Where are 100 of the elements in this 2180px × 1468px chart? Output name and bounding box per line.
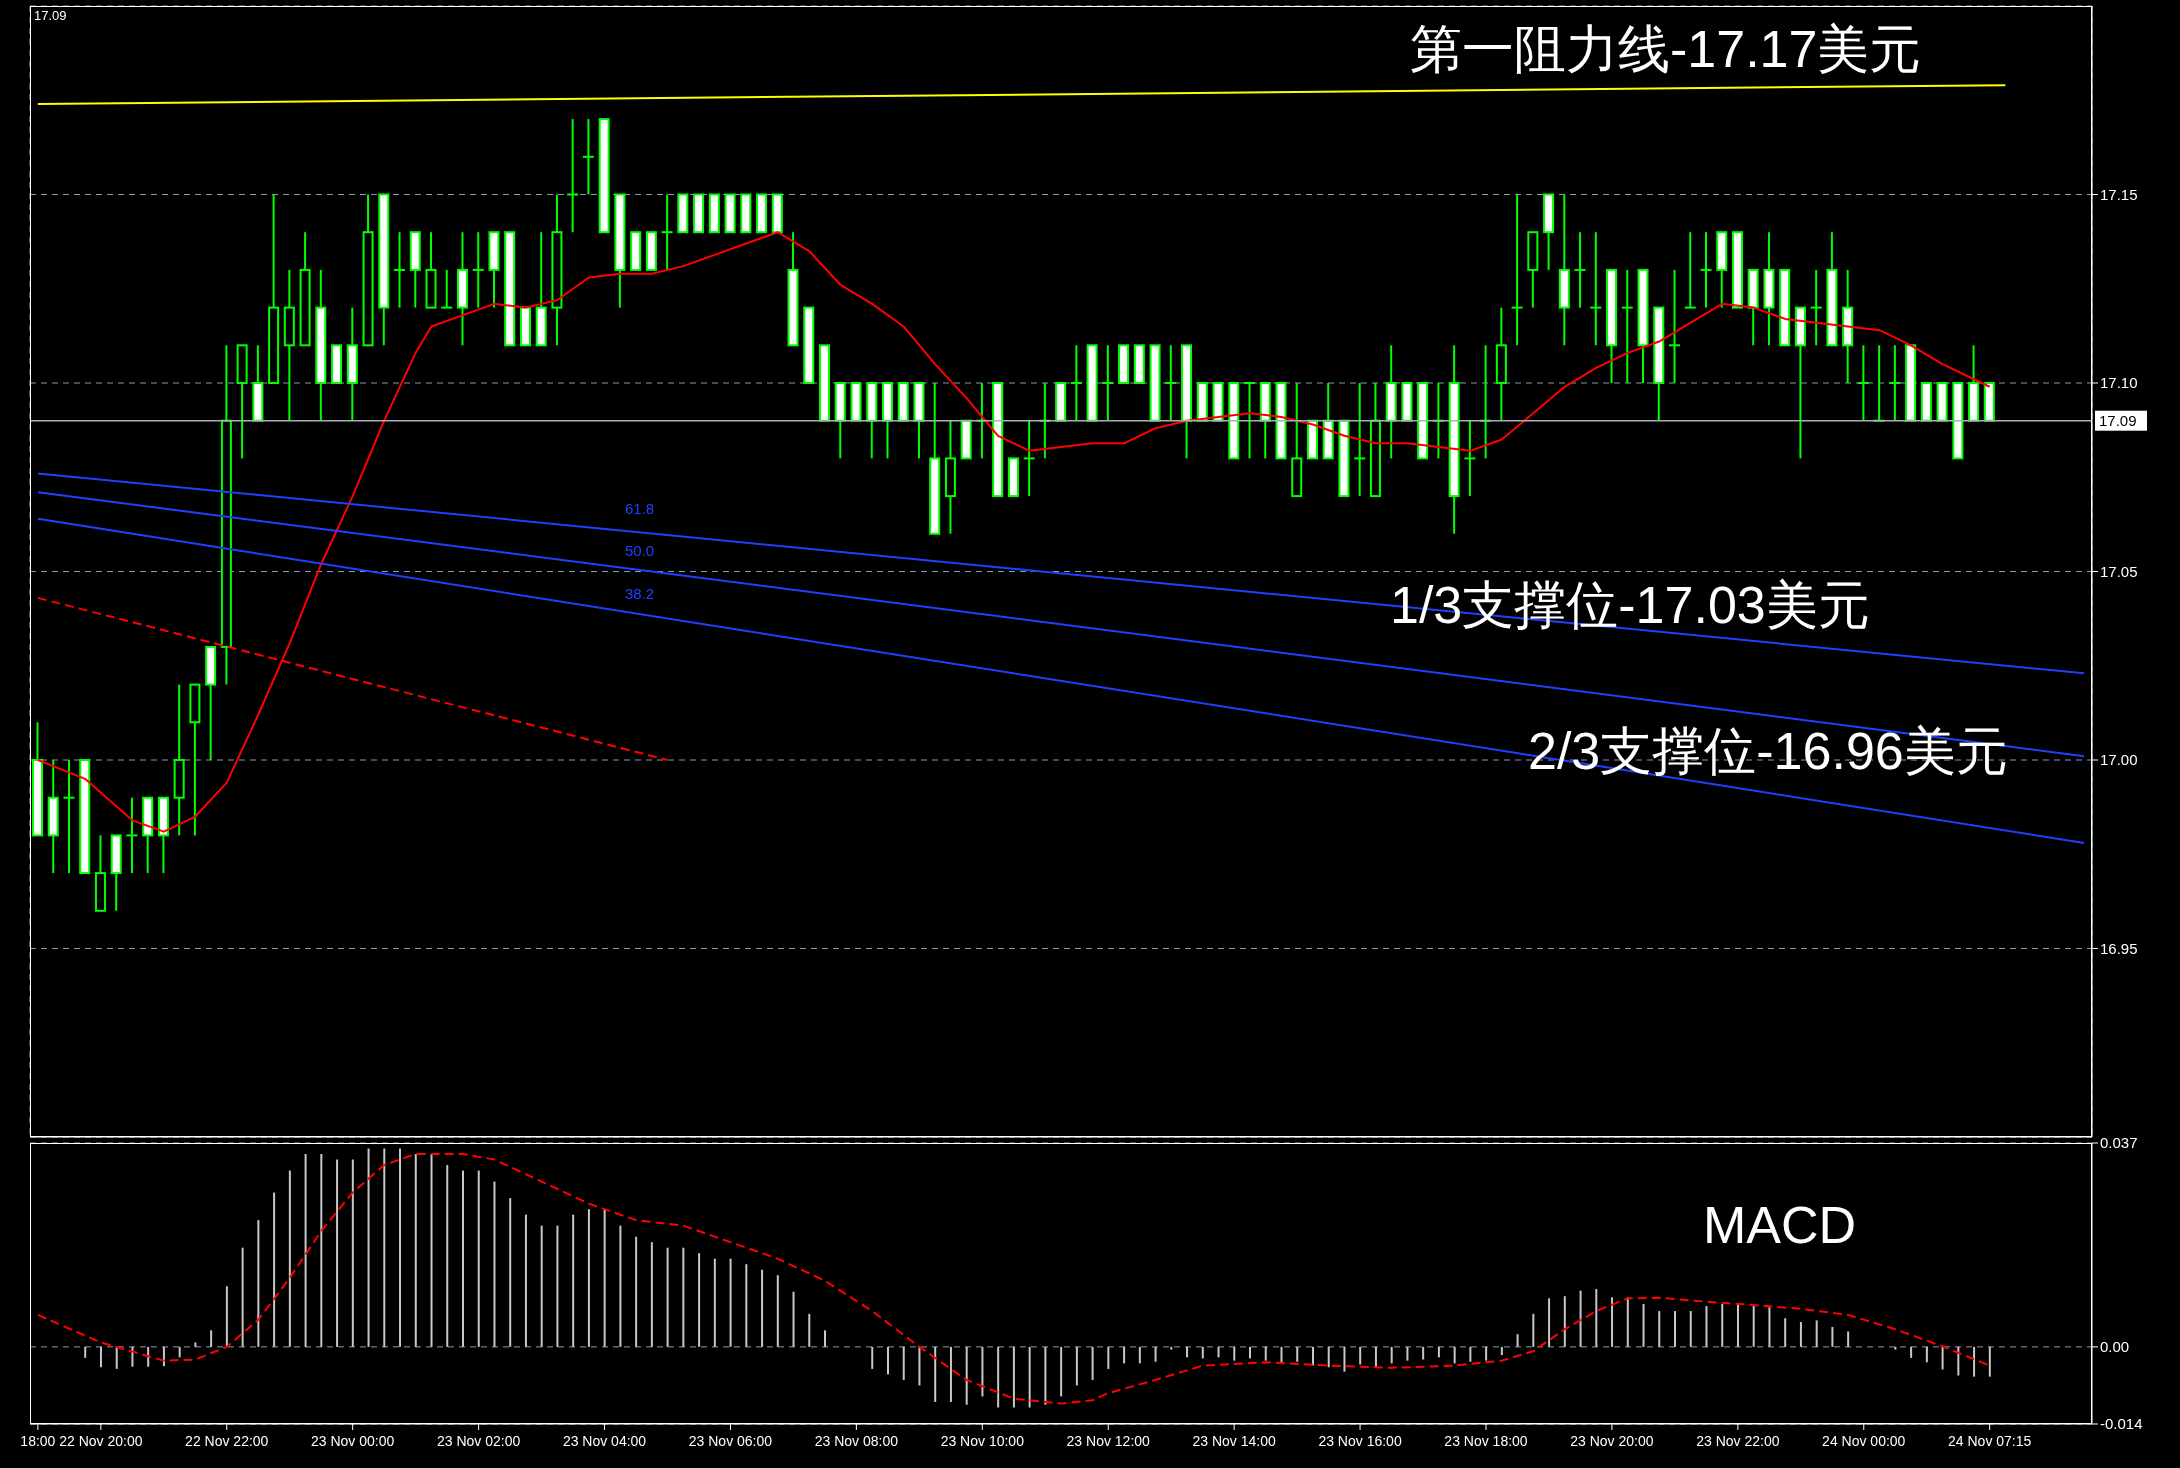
bar xyxy=(729,1258,732,1347)
bar xyxy=(1233,1346,1236,1361)
bar xyxy=(902,1346,905,1380)
bar xyxy=(1658,1311,1661,1347)
bar xyxy=(147,1346,150,1367)
bar xyxy=(1327,1346,1330,1368)
bar xyxy=(1028,1346,1031,1408)
bar xyxy=(1091,1346,1094,1380)
bar xyxy=(399,1148,402,1347)
bar xyxy=(351,1159,354,1347)
bar xyxy=(934,1346,937,1402)
bar xyxy=(210,1330,213,1347)
x-tick-label: 22 Nov 22:00 xyxy=(185,1433,269,1449)
candlestick xyxy=(1164,344,1178,422)
x-tick-label: 23 Nov 16:00 xyxy=(1318,1433,1402,1449)
bar xyxy=(446,1165,449,1347)
bar xyxy=(1595,1289,1598,1347)
candlestick xyxy=(1069,344,1083,422)
bar xyxy=(178,1346,181,1358)
bar xyxy=(1988,1346,1991,1377)
x-tick-label: 24 Nov 00:00 xyxy=(1822,1433,1906,1449)
bar xyxy=(918,1346,921,1386)
candlestick xyxy=(1101,344,1115,422)
x-tick-label: 23 Nov 10:00 xyxy=(940,1433,1025,1449)
bar xyxy=(556,1225,559,1347)
candlestick xyxy=(1683,231,1697,309)
bar xyxy=(461,1170,464,1347)
bar xyxy=(1469,1346,1472,1362)
bar xyxy=(320,1154,323,1347)
y-tick-label: 0.00 xyxy=(2100,1338,2130,1356)
candlestick xyxy=(471,231,485,309)
bar xyxy=(776,1275,779,1347)
bar xyxy=(1201,1346,1204,1359)
bar xyxy=(965,1346,968,1405)
bar xyxy=(997,1346,1000,1408)
bar xyxy=(131,1346,134,1367)
bar xyxy=(666,1247,669,1347)
bar xyxy=(1799,1322,1802,1347)
bar xyxy=(1123,1346,1126,1364)
bar xyxy=(194,1342,197,1347)
bar xyxy=(225,1286,228,1347)
x-tick-label: 23 Nov 20:00 xyxy=(1570,1433,1654,1449)
bar xyxy=(1563,1296,1566,1347)
x-tick-label: 23 Nov 02:00 xyxy=(436,1433,521,1449)
bar xyxy=(981,1346,984,1397)
bar xyxy=(1075,1346,1078,1386)
bar xyxy=(84,1346,87,1358)
x-tick-label: 23 Nov 22:00 xyxy=(1696,1433,1780,1449)
bar xyxy=(886,1346,889,1375)
candlestick xyxy=(566,118,580,234)
bar xyxy=(745,1264,748,1347)
bar xyxy=(1736,1303,1739,1347)
bar xyxy=(1359,1346,1362,1365)
bar xyxy=(1642,1303,1645,1347)
y-tick-label: 16.95 xyxy=(2100,939,2138,957)
x-tick-label: 22 Nov 20:00 xyxy=(59,1433,143,1449)
annotation: 61.8 xyxy=(625,500,655,518)
bar xyxy=(1296,1346,1299,1362)
annotation: 38.2 xyxy=(625,585,655,603)
x-tick-label: 23 Nov 12:00 xyxy=(1066,1433,1151,1449)
bar xyxy=(493,1181,496,1347)
bar xyxy=(1422,1346,1425,1360)
bar xyxy=(761,1269,764,1347)
candlestick xyxy=(581,118,595,196)
bar xyxy=(698,1253,701,1347)
bar xyxy=(540,1225,543,1347)
bar xyxy=(430,1154,433,1347)
candlestick xyxy=(660,193,674,271)
bar xyxy=(1611,1297,1614,1347)
bar xyxy=(1485,1346,1488,1361)
bar xyxy=(273,1192,276,1347)
candlestick xyxy=(1699,231,1713,309)
bar xyxy=(1705,1306,1708,1347)
y-tick-label: 0.037 xyxy=(2100,1134,2138,1152)
bar xyxy=(1044,1346,1047,1405)
bar xyxy=(1548,1298,1551,1347)
candlestick xyxy=(1589,231,1603,347)
annotation: MACD xyxy=(1703,1196,1857,1256)
bar xyxy=(1579,1290,1582,1347)
candlestick xyxy=(1243,382,1257,460)
bar xyxy=(1815,1320,1818,1347)
x-tick-label: 23 Nov 00:00 xyxy=(311,1433,395,1449)
bar xyxy=(336,1159,339,1347)
bar xyxy=(115,1346,118,1369)
bar xyxy=(1894,1346,1897,1350)
bar xyxy=(1170,1346,1173,1350)
bar xyxy=(1186,1346,1189,1358)
bar xyxy=(619,1225,622,1347)
y-tick-label: 17.05 xyxy=(2100,562,2138,580)
bar xyxy=(1437,1346,1440,1358)
x-tick-label: 24 Nov 07:15 xyxy=(1948,1433,2032,1449)
candlestick xyxy=(393,231,407,309)
bar xyxy=(603,1209,606,1347)
annotation: 第一阻力线-17.17美元 xyxy=(1410,20,1922,80)
bar xyxy=(824,1330,827,1347)
candlestick xyxy=(1856,344,1870,422)
bar xyxy=(1689,1311,1692,1347)
annotation: 50.0 xyxy=(625,542,655,560)
bar xyxy=(1784,1318,1787,1347)
x-tick-label: 18:00 xyxy=(20,1433,56,1449)
